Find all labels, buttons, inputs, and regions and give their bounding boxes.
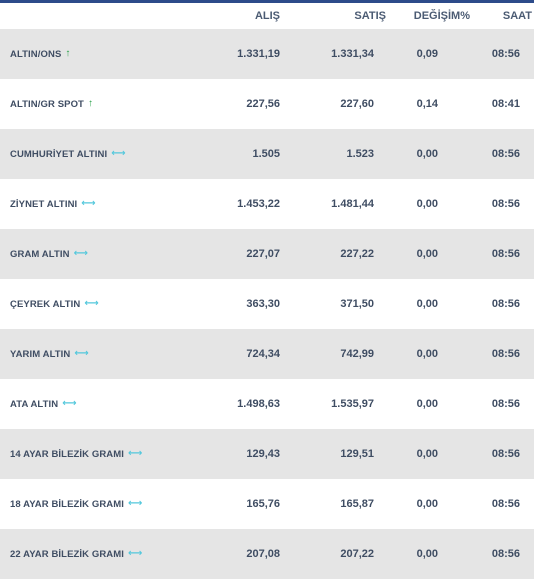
saat-value: 08:41 [491, 98, 520, 110]
instrument-name-cell[interactable]: ATA ALTIN ⟷ [0, 399, 202, 410]
degisim-value: 0,14 [416, 98, 438, 110]
arrow-up-icon: ↑ [87, 98, 94, 109]
instrument-name[interactable]: ALTIN/GR SPOT [10, 98, 84, 110]
alis-value: 227,07 [246, 248, 280, 260]
alis-value: 207,08 [246, 548, 280, 560]
degisim-value: 0,00 [416, 548, 438, 560]
satis-value: 371,50 [340, 298, 374, 310]
satis-value: 129,51 [340, 448, 374, 460]
instrument-name-cell[interactable]: ALTIN/GR SPOT ↑ [0, 99, 202, 110]
arrow-horizontal-icon: ⟷ [111, 148, 126, 159]
instrument-name[interactable]: ATA ALTIN [10, 398, 59, 410]
table-row[interactable]: ÇEYREK ALTIN ⟷ 363,30 371,50 0,00 08:56 [0, 279, 534, 329]
top-accent-bar [0, 0, 534, 3]
saat-value: 08:56 [491, 298, 520, 310]
saat-value: 08:56 [491, 148, 520, 160]
instrument-name-cell[interactable]: 22 AYAR BİLEZİK GRAMI ⟷ [0, 549, 202, 560]
alis-value: 1.505 [252, 148, 280, 160]
satis-value: 1.523 [346, 148, 374, 160]
alis-value: 724,34 [246, 348, 280, 360]
instrument-name[interactable]: 18 AYAR BİLEZİK GRAMI [10, 498, 125, 510]
table-row[interactable]: ATA ALTIN ⟷ 1.498,63 1.535,97 0,00 08:56 [0, 379, 534, 429]
arrow-horizontal-icon: ⟷ [128, 548, 143, 559]
table-row[interactable]: GRAM ALTIN ⟷ 227,07 227,22 0,00 08:56 [0, 229, 534, 279]
instrument-name[interactable]: YARIM ALTIN [10, 348, 71, 360]
header-satis[interactable]: SATIŞ [354, 10, 386, 22]
saat-value: 08:56 [491, 198, 520, 210]
saat-value: 08:56 [491, 398, 520, 410]
satis-value: 207,22 [340, 548, 374, 560]
arrow-horizontal-icon: ⟷ [62, 398, 77, 409]
alis-value: 1.331,19 [237, 48, 280, 60]
alis-value: 1.453,22 [237, 198, 280, 210]
instrument-name[interactable]: ÇEYREK ALTIN [10, 298, 81, 310]
instrument-name[interactable]: ALTIN/ONS [10, 48, 62, 60]
saat-value: 08:56 [491, 248, 520, 260]
degisim-value: 0,00 [416, 148, 438, 160]
instrument-name-cell[interactable]: 18 AYAR BİLEZİK GRAMI ⟷ [0, 499, 202, 510]
degisim-value: 0,00 [416, 298, 438, 310]
satis-value: 227,60 [340, 98, 374, 110]
table-row[interactable]: YARIM ALTIN ⟷ 724,34 742,99 0,00 08:56 [0, 329, 534, 379]
degisim-value: 0,00 [416, 398, 438, 410]
satis-value: 227,22 [340, 248, 374, 260]
gold-price-table: ALIŞ SATIŞ DEĞİŞİM% SAAT ALTIN/ONS ↑ 1.331… [0, 3, 534, 579]
table-row[interactable]: 14 AYAR BİLEZİK GRAMI ⟷ 129,43 129,51 0,00 08… [0, 429, 534, 479]
arrow-horizontal-icon: ⟷ [128, 498, 143, 509]
instrument-name[interactable]: 14 AYAR BİLEZİK GRAMI [10, 448, 125, 460]
instrument-name-cell[interactable]: ALTIN/ONS ↑ [0, 49, 202, 60]
satis-value: 742,99 [340, 348, 374, 360]
instrument-name-cell[interactable]: GRAM ALTIN ⟷ [0, 249, 202, 260]
header-saat[interactable]: SAAT [502, 10, 532, 22]
degisim-value: 0,00 [416, 498, 438, 510]
instrument-name[interactable]: CUMHURİYET ALTINI [10, 148, 108, 160]
alis-value: 165,76 [246, 498, 280, 510]
satis-value: 165,87 [340, 498, 374, 510]
satis-value: 1.535,97 [331, 398, 374, 410]
arrow-horizontal-icon: ⟷ [84, 298, 99, 309]
table-body: ALTIN/ONS ↑ 1.331,19 1.331,34 0,09 08:56 ALTIN… [0, 29, 534, 579]
saat-value: 08:56 [491, 348, 520, 360]
degisim-value: 0,09 [416, 48, 438, 60]
degisim-value: 0,00 [416, 198, 438, 210]
instrument-name-cell[interactable]: ÇEYREK ALTIN ⟷ [0, 299, 202, 310]
saat-value: 08:56 [491, 498, 520, 510]
table-row[interactable]: 22 AYAR BİLEZİK GRAMI ⟷ 207,08 207,22 0,00 08… [0, 529, 534, 579]
instrument-name-cell[interactable]: ZİYNET ALTINI ⟷ [0, 199, 202, 210]
table-row[interactable]: CUMHURİYET ALTINI ⟷ 1.505 1.523 0,00 08:56 [0, 129, 534, 179]
table-row[interactable]: 18 AYAR BİLEZİK GRAMI ⟷ 165,76 165,87 0,00 08… [0, 479, 534, 529]
saat-value: 08:56 [491, 48, 520, 60]
alis-value: 363,30 [246, 298, 280, 310]
table-header: ALIŞ SATIŞ DEĞİŞİM% SAAT [0, 3, 534, 29]
degisim-value: 0,00 [416, 248, 438, 260]
arrow-horizontal-icon: ⟷ [73, 248, 89, 259]
instrument-name[interactable]: ZİYNET ALTINI [10, 198, 78, 210]
table-row[interactable]: ALTIN/GR SPOT ↑ 227,56 227,60 0,14 08:41 [0, 79, 534, 129]
satis-value: 1.481,44 [331, 198, 374, 210]
table-row[interactable]: ZİYNET ALTINI ⟷ 1.453,22 1.481,44 0,00 08:56 [0, 179, 534, 229]
instrument-name-cell[interactable]: CUMHURİYET ALTINI ⟷ [0, 149, 202, 160]
instrument-name-cell[interactable]: 14 AYAR BİLEZİK GRAMI ⟷ [0, 449, 202, 460]
degisim-value: 0,00 [416, 348, 438, 360]
header-alis[interactable]: ALIŞ [254, 10, 280, 22]
arrow-horizontal-icon: ⟷ [128, 448, 143, 459]
alis-value: 1.498,63 [237, 398, 280, 410]
saat-value: 08:56 [491, 548, 520, 560]
degisim-value: 0,00 [416, 448, 438, 460]
table-row[interactable]: ALTIN/ONS ↑ 1.331,19 1.331,34 0,09 08:56 [0, 29, 534, 79]
arrow-horizontal-icon: ⟷ [81, 198, 96, 209]
instrument-name[interactable]: GRAM ALTIN [10, 248, 70, 260]
arrow-up-icon: ↑ [65, 48, 71, 59]
satis-value: 1.331,34 [331, 48, 374, 60]
arrow-horizontal-icon: ⟷ [74, 348, 89, 359]
alis-value: 129,43 [246, 448, 280, 460]
saat-value: 08:56 [491, 448, 520, 460]
instrument-name[interactable]: 22 AYAR BİLEZİK GRAMI [10, 548, 125, 560]
header-degisim[interactable]: DEĞİŞİM% [413, 10, 470, 22]
instrument-name-cell[interactable]: YARIM ALTIN ⟷ [0, 349, 202, 360]
alis-value: 227,56 [246, 98, 280, 110]
